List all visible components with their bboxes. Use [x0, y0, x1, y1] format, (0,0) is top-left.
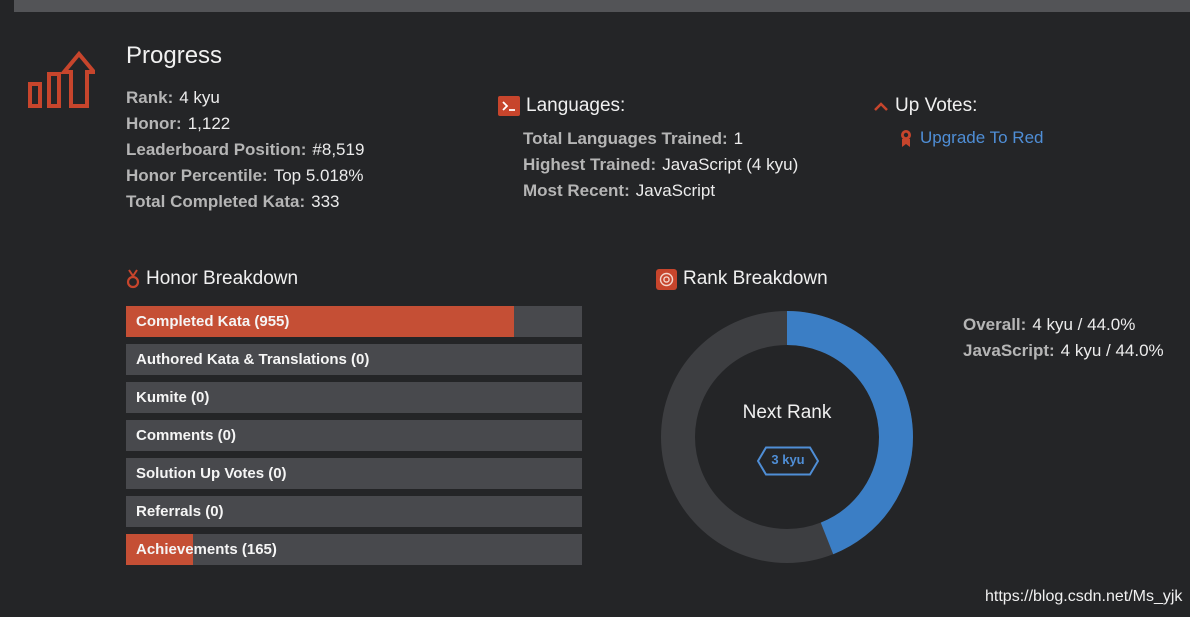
- honor-bar-completed-kata: Completed Kata (955): [126, 306, 582, 337]
- languages-heading: Languages:: [498, 95, 625, 117]
- stat-most-recent: Most Recent: JavaScript: [523, 181, 716, 200]
- stat-highest-trained: Highest Trained: JavaScript (4 kyu): [523, 155, 799, 174]
- donut-progress-arc: [661, 311, 913, 563]
- stat-rank: Rank: 4 kyu: [126, 88, 220, 107]
- next-rank-badge: [757, 446, 819, 476]
- stat-total-completed-kata: Total Completed Kata: 333: [126, 192, 340, 211]
- rank-stats: Overall: 4 kyu / 44.0% JavaScript: 4 kyu /…: [963, 312, 1164, 364]
- progress-stats: Rank: 4 kyu Honor: 1,122 Leaderboard Posit…: [126, 85, 364, 215]
- terminal-icon: [498, 96, 520, 116]
- target-icon: [656, 268, 677, 290]
- stat-honor-percentile: Honor Percentile: Top 5.018%: [126, 166, 364, 185]
- next-rank-label: Next Rank: [742, 402, 832, 423]
- stat-leaderboard-position: Leaderboard Position: #8,519: [126, 140, 365, 159]
- watermark-text: https://blog.csdn.net/Ms_yjk: [985, 588, 1183, 605]
- stat-honor: Honor: 1,122: [126, 114, 231, 133]
- honor-breakdown-heading: Honor Breakdown: [126, 268, 298, 290]
- upgrade-link-row: Upgrade To Red: [899, 128, 1044, 148]
- chevron-up-icon: [874, 102, 888, 111]
- stat-total-languages: Total Languages Trained: 1: [523, 129, 744, 148]
- bar-fill: [126, 534, 194, 565]
- honor-bar-authored-kata: Authored Kata & Translations (0): [126, 344, 582, 375]
- stat-overall-rank: Overall: 4 kyu / 44.0%: [963, 315, 1136, 334]
- page-title: Progress: [126, 42, 223, 69]
- ribbon-icon: [901, 129, 911, 147]
- rank-progress-donut: [661, 311, 913, 563]
- progress-chart-icon: [28, 50, 95, 108]
- languages-stats: Total Languages Trained: 1 Highest Traine…: [523, 126, 798, 204]
- stat-javascript-rank: JavaScript: 4 kyu / 44.0%: [963, 341, 1164, 360]
- medal-icon: [126, 269, 140, 289]
- top-bar: [14, 0, 1190, 12]
- upvotes-heading: Up Votes:: [873, 95, 977, 117]
- rank-breakdown-heading: Rank Breakdown: [656, 268, 828, 290]
- honor-bar-kumite: Kumite (0): [126, 382, 582, 413]
- honor-breakdown-bars: Completed Kata (955) Authored Kata & Tra…: [126, 306, 582, 572]
- honor-bar-comments: Comments (0): [126, 420, 582, 451]
- honor-bar-solution-up-votes: Solution Up Votes (0): [126, 458, 582, 489]
- honor-bar-achievements: Achievements (165): [126, 534, 582, 565]
- upgrade-to-red-link[interactable]: Upgrade To Red: [920, 128, 1044, 147]
- next-rank-value: 3 kyu: [771, 452, 805, 467]
- honor-bar-referrals: Referrals (0): [126, 496, 582, 527]
- bar-fill: [126, 306, 515, 337]
